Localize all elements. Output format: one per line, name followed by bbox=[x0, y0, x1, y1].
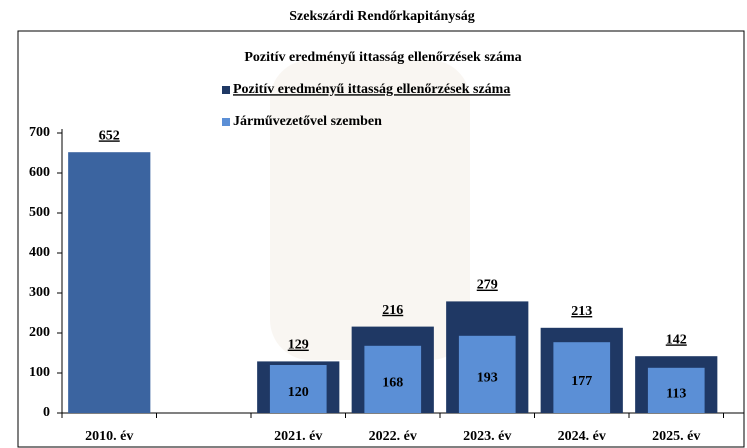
legend-swatch bbox=[222, 86, 230, 94]
legend-swatch bbox=[222, 118, 230, 126]
y-tick-label: 600 bbox=[29, 165, 50, 180]
value-label: 216 bbox=[382, 303, 403, 318]
x-tick-label: 2021. év bbox=[274, 429, 322, 444]
legend-label: Pozitív eredményű ittasság ellenőrzések … bbox=[233, 82, 510, 97]
value-label: 142 bbox=[666, 332, 687, 347]
y-tick-label: 300 bbox=[29, 285, 50, 300]
watermark bbox=[270, 60, 470, 360]
x-tick-label: 2024. év bbox=[558, 429, 606, 444]
x-tick-label: 2010. év bbox=[85, 429, 133, 444]
value-label: 129 bbox=[288, 338, 309, 353]
value-label: 120 bbox=[288, 385, 309, 400]
value-label: 113 bbox=[666, 387, 686, 402]
y-tick-label: 700 bbox=[29, 125, 50, 140]
value-label: 193 bbox=[477, 371, 498, 386]
bar bbox=[647, 367, 705, 413]
y-tick-label: 0 bbox=[43, 405, 50, 420]
bar bbox=[553, 342, 611, 413]
y-tick-label: 400 bbox=[29, 245, 50, 260]
x-tick-label: 2025. év bbox=[652, 429, 700, 444]
bar bbox=[269, 365, 327, 413]
value-label: 652 bbox=[99, 128, 120, 143]
value-label: 168 bbox=[382, 376, 403, 391]
bar bbox=[364, 345, 422, 413]
chart-title: Pozitív eredményű ittasság ellenőrzések … bbox=[244, 50, 521, 65]
value-label: 177 bbox=[571, 374, 592, 389]
y-tick-label: 100 bbox=[29, 365, 50, 380]
page-title: Szekszárdi Rendőrkapitányság bbox=[289, 9, 475, 24]
y-tick-label: 500 bbox=[29, 205, 50, 220]
x-tick-label: 2022. év bbox=[369, 429, 417, 444]
legend-label: Járművezetővel szemben bbox=[233, 114, 382, 129]
value-label: 213 bbox=[571, 304, 592, 319]
bar bbox=[68, 152, 151, 413]
value-label: 279 bbox=[477, 278, 498, 293]
bar bbox=[458, 335, 516, 413]
x-tick-label: 2023. év bbox=[463, 429, 511, 444]
y-tick-label: 200 bbox=[29, 325, 50, 340]
